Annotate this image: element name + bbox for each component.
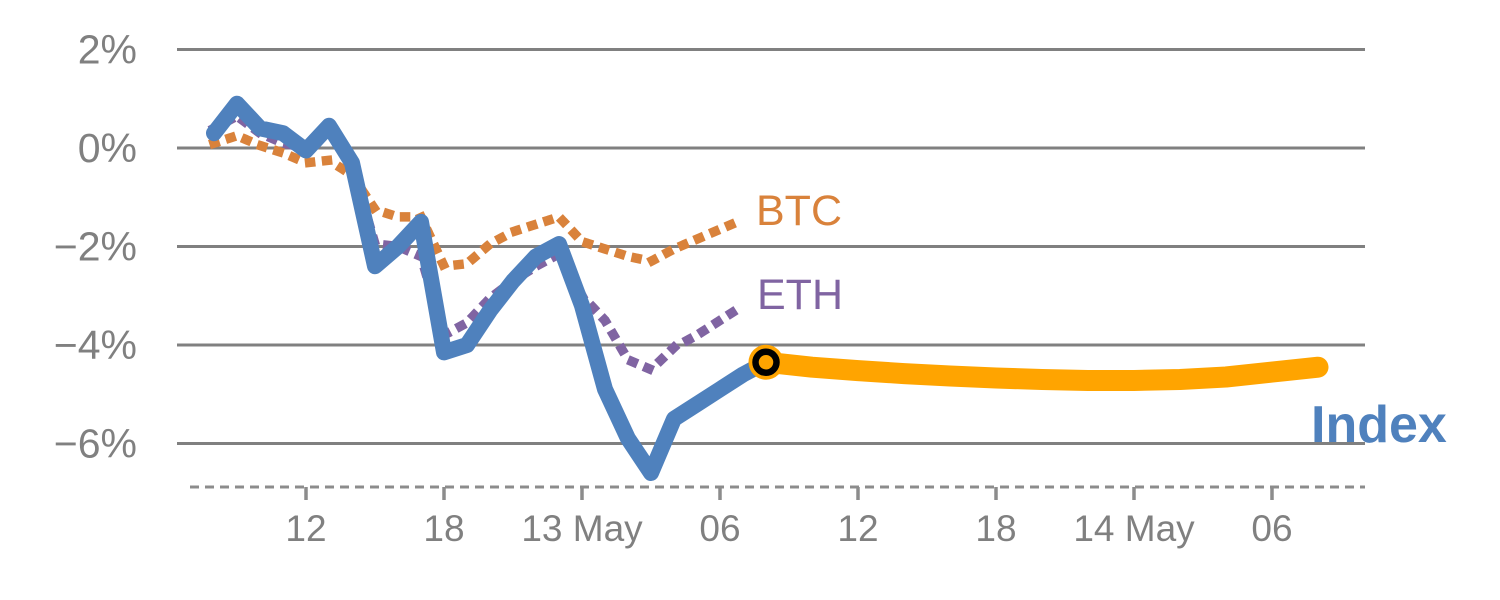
y-axis-label: −4%	[54, 322, 137, 368]
x-axis-label: 18	[975, 508, 1016, 549]
series-labels-group: BTC ETH Index	[756, 187, 1447, 454]
x-axis-group	[190, 485, 1365, 500]
series-line-index	[206, 95, 774, 481]
axis-labels-group: 2% 0% −2% −4% −6% 12 18 13 May 06 12 18 14 May 06	[54, 27, 1293, 550]
btc-series-label: BTC	[756, 187, 842, 235]
series-line-btc	[208, 130, 750, 271]
x-axis-label: 12	[837, 508, 878, 549]
y-axis-label: 0%	[78, 125, 137, 171]
x-axis-label: 06	[699, 508, 740, 549]
index-series-label: Index	[1311, 396, 1447, 454]
x-axis-label: 12	[285, 508, 326, 549]
x-axis-label: 13 May	[521, 508, 643, 549]
forecast-start-marker-group	[748, 344, 784, 380]
y-axis-label: 2%	[78, 27, 137, 73]
marker-black-ring	[752, 348, 780, 376]
series-lines-group	[206, 95, 1329, 481]
x-axis-label: 06	[1251, 508, 1292, 549]
y-axis-label: −2%	[54, 224, 137, 270]
series-line-index-forecast	[755, 351, 1329, 391]
eth-series-label: ETH	[757, 271, 843, 319]
x-axis-label: 14 May	[1073, 508, 1195, 549]
y-axis-label: −6%	[54, 421, 137, 467]
x-axis-label: 18	[423, 508, 464, 549]
